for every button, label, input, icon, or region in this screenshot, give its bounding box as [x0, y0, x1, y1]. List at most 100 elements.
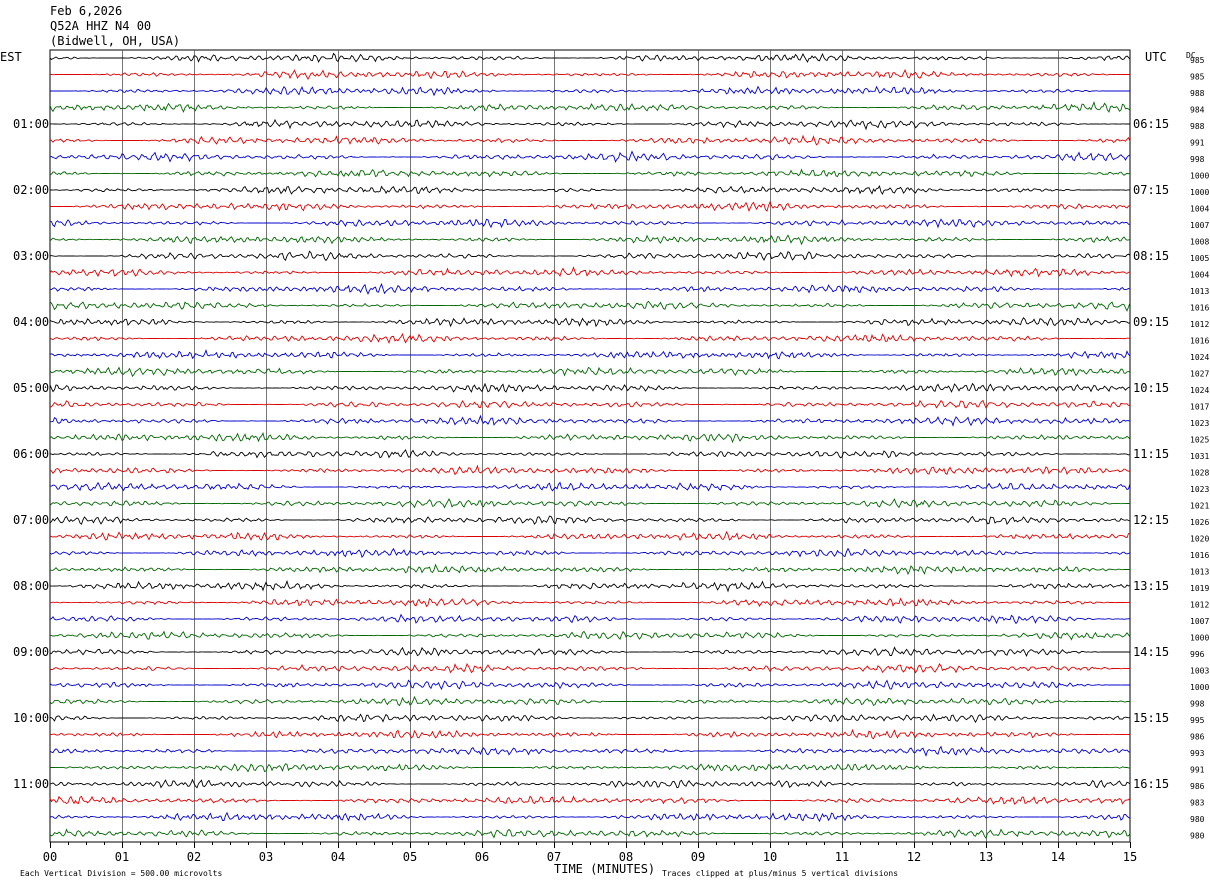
trace-row — [50, 185, 1130, 195]
trace-row — [49, 515, 1131, 526]
x-tick-label: 00 — [43, 850, 57, 864]
left-hour-label: 03:00 — [13, 249, 49, 263]
dc-offset-value: 1028 — [1190, 469, 1209, 478]
trace-row — [49, 662, 1130, 674]
trace-row — [49, 530, 1131, 542]
dc-offset-value: 1024 — [1190, 386, 1209, 395]
trace-row — [49, 745, 1131, 757]
trace-row — [49, 68, 1130, 81]
dc-offset-value: 1021 — [1190, 502, 1209, 511]
trace-row — [49, 778, 1131, 789]
dc-offset-value: 1000 — [1190, 634, 1209, 643]
dc-offset-value: 998 — [1190, 700, 1205, 709]
dc-offset-value: 985 — [1190, 73, 1205, 82]
trace-row — [49, 234, 1131, 246]
right-hour-label: 10:15 — [1133, 381, 1169, 395]
trace-row — [49, 150, 1131, 163]
dc-offset-value: 984 — [1190, 106, 1205, 115]
trace-row — [49, 828, 1131, 840]
left-hour-label: 09:00 — [13, 645, 49, 659]
x-tick-label: 02 — [187, 850, 201, 864]
time-grid — [49, 49, 1131, 848]
trace-row — [49, 134, 1131, 146]
trace-row — [49, 795, 1131, 805]
right-hour-label: 11:15 — [1133, 447, 1169, 461]
left-hour-label: 02:00 — [13, 183, 49, 197]
left-timezone-label: EST — [0, 50, 22, 64]
left-hour-label: 01:00 — [13, 117, 49, 131]
dc-offset-value: 1031 — [1190, 452, 1209, 461]
dc-offset-value: 1013 — [1190, 287, 1209, 296]
x-tick-label: 08 — [619, 850, 633, 864]
trace-row — [49, 431, 1131, 444]
dc-offset-value: 1000 — [1190, 683, 1209, 692]
right-timezone-label: UTC — [1145, 50, 1167, 64]
trace-row — [49, 399, 1131, 409]
trace-row — [49, 332, 1131, 345]
dc-offset-value: 980 — [1190, 815, 1205, 824]
trace-row — [49, 679, 1130, 691]
dc-offset-value: 1007 — [1190, 221, 1209, 230]
dc-offset-value: 1003 — [1190, 667, 1209, 676]
dc-offset-value: 1024 — [1190, 353, 1209, 362]
trace-row — [49, 282, 1131, 295]
dc-offset-value: 980 — [1190, 832, 1205, 841]
dc-offset-value: 1005 — [1190, 254, 1209, 263]
right-hour-label: 07:15 — [1133, 183, 1169, 197]
x-tick-label: 06 — [475, 850, 489, 864]
trace-row — [49, 414, 1131, 427]
dc-offset-value: 1007 — [1190, 617, 1209, 626]
dc-offset-value: 1019 — [1190, 584, 1209, 593]
left-hour-label: 06:00 — [13, 447, 49, 461]
dc-offset-value: 995 — [1190, 716, 1205, 725]
dc-offset-value: 988 — [1190, 89, 1205, 98]
x-tick-label: 13 — [979, 850, 993, 864]
trace-row — [49, 300, 1131, 312]
left-hour-label: 10:00 — [13, 711, 49, 725]
x-tick-label: 04 — [331, 850, 345, 864]
trace-row — [49, 349, 1131, 360]
x-tick-label: 11 — [835, 850, 849, 864]
dc-offset-value: 1016 — [1190, 551, 1209, 560]
right-hour-label: 16:15 — [1133, 777, 1169, 791]
dc-offset-value: 991 — [1190, 766, 1205, 775]
trace-row — [49, 579, 1131, 593]
dc-offset-value: 1012 — [1190, 320, 1209, 329]
left-hour-label: 04:00 — [13, 315, 49, 329]
x-tick-label: 01 — [115, 850, 129, 864]
x-axis-title: TIME (MINUTES) — [554, 862, 655, 876]
dc-offset-value: 986 — [1190, 782, 1205, 791]
trace-row — [49, 695, 1131, 707]
dc-offset-value: 1004 — [1190, 205, 1209, 214]
trace-row — [49, 563, 1130, 575]
trace-row — [49, 52, 1131, 63]
header-station: Q52A HHZ N4 00 — [50, 19, 152, 33]
trace-row — [49, 118, 1130, 131]
dc-offset-value: 1026 — [1190, 518, 1209, 527]
trace-row — [49, 464, 1131, 476]
dc-offset-value: 1025 — [1190, 436, 1209, 445]
axis-labels: 01:00 02:00 03:00 04:00 05:00 06:00 07:00 08:00… — [13, 56, 1209, 864]
dc-offset-value: 1027 — [1190, 370, 1209, 379]
trace-row — [49, 630, 1131, 641]
left-hour-label: 08:00 — [13, 579, 49, 593]
dc-offset-value: 983 — [1190, 799, 1205, 808]
header-location: (Bidwell, OH, USA) — [50, 34, 181, 48]
dc-offset-value: 1008 — [1190, 238, 1209, 247]
dc-offset-value: 1016 — [1190, 337, 1209, 346]
trace-row — [49, 266, 1131, 278]
right-hour-label: 13:15 — [1133, 579, 1169, 593]
dc-offset-value: 1013 — [1190, 568, 1209, 577]
dc-offset-value: 1023 — [1190, 419, 1209, 428]
right-hour-label: 15:15 — [1133, 711, 1169, 725]
x-tick-label: 09 — [691, 850, 705, 864]
trace-row — [49, 713, 1131, 724]
right-hour-label: 12:15 — [1133, 513, 1169, 527]
x-tick-label: 15 — [1123, 850, 1137, 864]
trace-row — [49, 481, 1131, 492]
x-tick-label: 14 — [1051, 850, 1065, 864]
trace-row — [49, 382, 1131, 393]
trace-row — [49, 101, 1131, 113]
scale-note: Each Vertical Division = 500.00 microvol… — [20, 869, 222, 878]
